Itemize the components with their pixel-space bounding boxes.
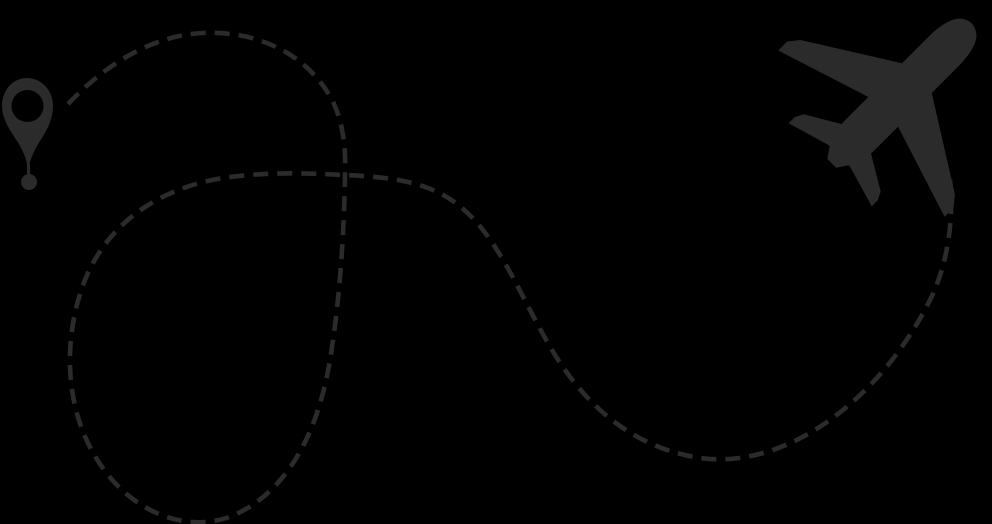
airplane-icon [778,18,977,217]
map-pin-icon [2,78,53,190]
dashed-route-icon [66,30,954,524]
